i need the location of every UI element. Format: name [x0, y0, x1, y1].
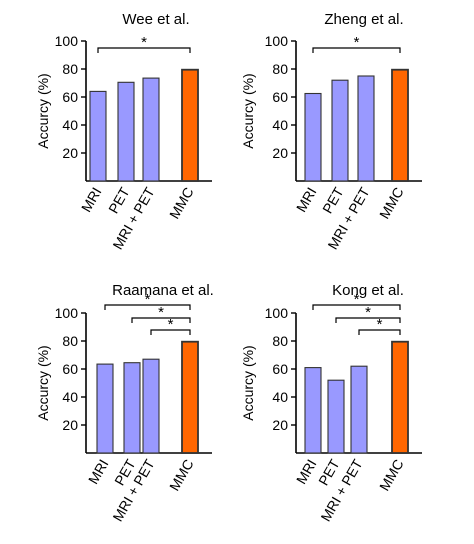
category-label: MMC: [376, 457, 407, 494]
category-label: MRI: [293, 185, 320, 215]
y-tick-label: 60: [272, 361, 288, 377]
significance-bracket: [97, 47, 191, 53]
y-tick-label: 40: [272, 117, 288, 133]
y-tick-label: 100: [265, 305, 289, 321]
significance-star: *: [354, 291, 360, 308]
y-tick-label: 40: [272, 389, 288, 405]
category-label: MRI: [293, 457, 320, 487]
significance-bracket: [358, 329, 401, 335]
significance-bracket: [312, 47, 401, 53]
significance-star: *: [377, 316, 383, 333]
y-tick-label: 80: [62, 333, 78, 349]
significance-star: *: [168, 316, 174, 333]
category-label: MRI: [78, 185, 105, 215]
y-tick-label: 60: [272, 89, 288, 105]
significance-bracket: [131, 317, 191, 323]
bar-mri-pet: [142, 77, 160, 182]
y-tick-label: 80: [272, 61, 288, 77]
y-tick-label: 20: [272, 417, 288, 433]
chart-title: Raamana et al.: [112, 282, 214, 299]
bar-pet: [327, 379, 345, 454]
y-axis-label: Accurcy (%): [240, 73, 256, 148]
y-tick-label: 40: [62, 389, 78, 405]
significance-bracket: [335, 317, 401, 323]
category-label: MMC: [166, 185, 197, 222]
bar-mri-pet: [350, 365, 368, 454]
bar-mri: [304, 92, 322, 182]
bar-mmc: [181, 340, 199, 454]
chart-title: Zheng et al.: [324, 11, 403, 28]
significance-bracket: [312, 304, 401, 310]
y-tick-label: 20: [62, 145, 78, 161]
significance-bracket: [150, 329, 191, 335]
significance-star: *: [145, 291, 151, 308]
chart-panel-4: Kong et al.Accurcy (%)20406080100MRIPETM…: [240, 282, 422, 524]
bar-mri-pet: [142, 358, 160, 454]
y-tick-label: 80: [272, 333, 288, 349]
significance-star: *: [354, 34, 360, 51]
y-tick-label: 40: [62, 117, 78, 133]
y-tick-label: 80: [62, 61, 78, 77]
bar-mri: [304, 367, 322, 454]
significance-star: *: [141, 34, 147, 51]
y-tick-label: 20: [272, 145, 288, 161]
y-tick-label: 100: [55, 33, 79, 49]
bar-pet: [331, 79, 349, 182]
bar-mri: [89, 90, 107, 182]
y-tick-label: 100: [55, 305, 79, 321]
bar-mmc: [391, 340, 409, 454]
bar-pet: [117, 81, 135, 182]
chart-title: Kong et al.: [332, 282, 404, 299]
bar-mri: [96, 363, 114, 454]
significance-star: *: [365, 304, 371, 321]
y-tick-label: 20: [62, 417, 78, 433]
y-axis-label: Accurcy (%): [35, 73, 51, 148]
significance-star: *: [158, 304, 164, 321]
y-tick-label: 100: [265, 33, 289, 49]
category-label: MMC: [166, 457, 197, 494]
category-label: MMC: [376, 185, 407, 222]
y-axis-label: Accurcy (%): [35, 345, 51, 420]
y-axis-label: Accurcy (%): [240, 345, 256, 420]
significance-bracket: [104, 304, 191, 310]
category-label: MRI: [85, 457, 112, 487]
bar-mmc: [181, 68, 199, 182]
bar-pet: [123, 362, 141, 454]
chart-title: Wee et al.: [122, 11, 189, 28]
y-tick-label: 60: [62, 361, 78, 377]
bar-mmc: [391, 68, 409, 182]
y-tick-label: 60: [62, 89, 78, 105]
bar-mri-pet: [357, 75, 375, 182]
